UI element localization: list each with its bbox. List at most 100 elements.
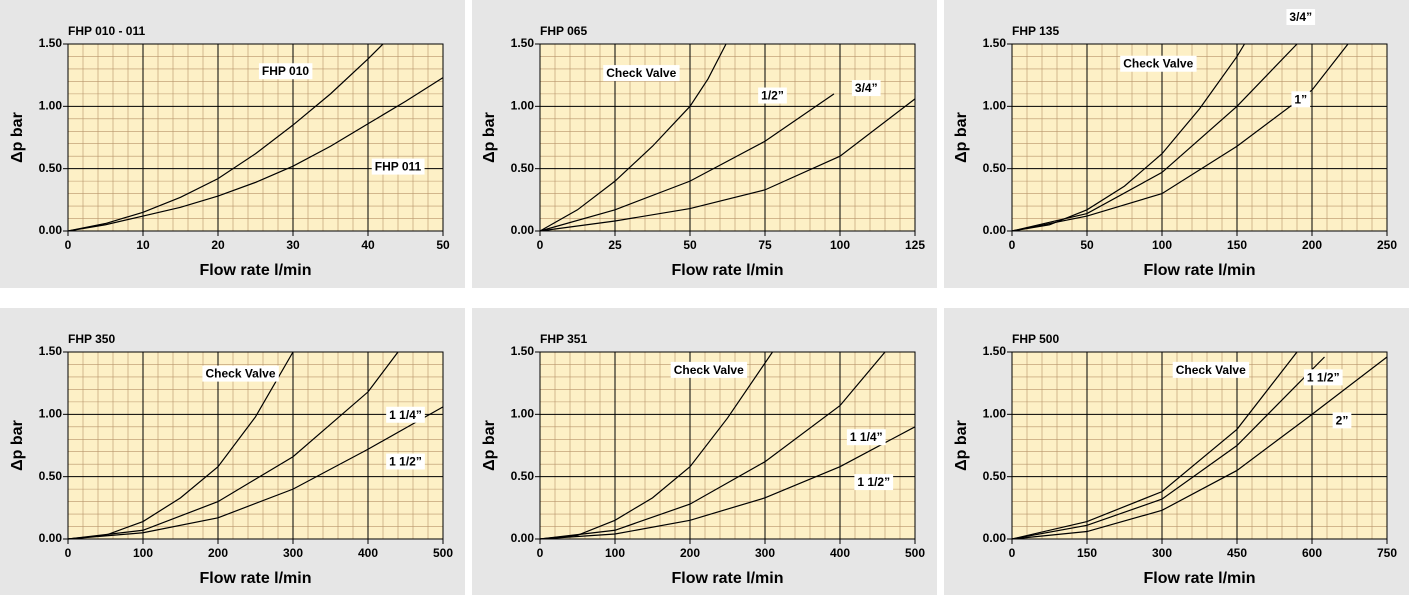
x-axis-label: Flow rate l/min xyxy=(1143,262,1255,279)
curve xyxy=(539,351,773,540)
chart-title: FHP 065 xyxy=(540,24,587,38)
y-tick-label: 1.00 xyxy=(39,407,63,421)
series-label: 2” xyxy=(1336,413,1349,427)
series-label-bg xyxy=(202,365,279,382)
chart-title: FHP 010 - 011 xyxy=(68,24,145,38)
y-tick-label: 0.00 xyxy=(983,223,1007,237)
y-tick-label: 1.50 xyxy=(983,36,1007,50)
chart-title: FHP 500 xyxy=(1012,332,1059,346)
curve xyxy=(67,351,294,540)
plot-frame xyxy=(1011,351,1388,540)
plot-frame xyxy=(67,43,444,232)
x-tick-label: 20 xyxy=(211,238,225,252)
y-tick-label: 1.00 xyxy=(511,407,535,421)
y-tick-label: 0.00 xyxy=(39,223,63,237)
y-tick-label: 0.50 xyxy=(511,161,535,175)
y-tick-label: 0.50 xyxy=(39,469,63,483)
y-tick-label: 0.00 xyxy=(39,531,63,545)
x-tick-label: 25 xyxy=(608,238,622,252)
x-tick-label: 200 xyxy=(208,546,228,560)
x-tick-label: 100 xyxy=(605,546,625,560)
y-tick-label: 1.00 xyxy=(983,407,1007,421)
x-tick-label: 100 xyxy=(1152,238,1172,252)
chart-panel: 0 150 300 450 600 750 0.00 0.50 1.00 1.50 FHP 500 F… xyxy=(944,308,1409,595)
series-label-bg xyxy=(1172,361,1250,378)
curve xyxy=(1011,351,1298,540)
chart-panel: 0 100 200 300 400 500 0.00 0.50 1.00 1.50 FHP 350 F… xyxy=(0,308,465,595)
series-label-bg xyxy=(603,65,680,82)
curve xyxy=(1011,43,1349,232)
x-tick-label: 600 xyxy=(1302,546,1322,560)
curve xyxy=(1011,356,1325,540)
x-tick-label: 500 xyxy=(905,546,925,560)
series-label-bg xyxy=(758,87,787,104)
y-tick-label: 0.00 xyxy=(511,531,535,545)
x-axis-label: Flow rate l/min xyxy=(199,262,311,279)
x-tick-label: 500 xyxy=(433,546,453,560)
curve xyxy=(539,351,886,540)
y-tick-label: 0.00 xyxy=(511,223,535,237)
x-tick-label: 50 xyxy=(1080,238,1094,252)
x-tick-label: 300 xyxy=(1152,546,1172,560)
x-axis-label: Flow rate l/min xyxy=(671,570,783,587)
curve xyxy=(539,98,916,232)
series-label-bg xyxy=(1291,91,1311,108)
y-tick-label: 0.50 xyxy=(39,161,63,175)
x-tick-label: 30 xyxy=(286,238,300,252)
x-tick-label: 0 xyxy=(1009,546,1016,560)
x-tick-label: 450 xyxy=(1227,546,1247,560)
x-tick-label: 400 xyxy=(358,546,378,560)
plot-bg xyxy=(1012,44,1387,231)
y-tick-label: 0.00 xyxy=(983,531,1007,545)
x-tick-label: 10 xyxy=(136,238,150,252)
x-tick-label: 150 xyxy=(1227,238,1247,252)
plot-bg xyxy=(68,352,443,539)
series-label: FHP 010 xyxy=(262,64,309,78)
x-tick-label: 400 xyxy=(830,546,850,560)
x-tick-label: 250 xyxy=(1377,238,1397,252)
curve xyxy=(539,93,835,232)
y-axis-label: Δp bar xyxy=(953,112,970,163)
series-label: Check Valve xyxy=(205,367,275,381)
series-label-bg xyxy=(371,158,425,175)
series-label: 3/4” xyxy=(1289,10,1312,24)
series-label: Check Valve xyxy=(674,363,744,377)
x-axis-label: Flow rate l/min xyxy=(671,262,783,279)
y-axis-label: Δp bar xyxy=(9,420,26,471)
chart-panel: 0 50 100 150 200 250 0.00 0.50 1.00 1.50 FHP 135 Fl… xyxy=(944,0,1409,288)
x-tick-label: 300 xyxy=(283,546,303,560)
plot-frame xyxy=(539,43,916,232)
series-label-bg xyxy=(846,429,886,446)
series-label: 3/4” xyxy=(855,81,878,95)
x-tick-label: 75 xyxy=(758,238,772,252)
plot-bg xyxy=(540,44,915,231)
curve xyxy=(1011,43,1298,232)
series-label: 1 1/2” xyxy=(857,475,890,489)
x-tick-label: 0 xyxy=(65,238,72,252)
series-label-bg xyxy=(670,361,748,378)
y-tick-label: 0.50 xyxy=(983,469,1007,483)
series-label-bg xyxy=(386,406,425,423)
chart-panel: 0 100 200 300 400 500 0.00 0.50 1.00 1.50 FHP 351 F… xyxy=(472,308,937,595)
x-tick-label: 300 xyxy=(755,546,775,560)
plot-frame xyxy=(1011,43,1388,232)
x-tick-label: 100 xyxy=(133,546,153,560)
series-label: 1” xyxy=(1294,92,1307,106)
series-label-bg xyxy=(1120,55,1197,72)
y-tick-label: 1.00 xyxy=(983,99,1007,113)
y-axis-label: Δp bar xyxy=(481,420,498,471)
series-label: Check Valve xyxy=(1176,363,1246,377)
x-tick-label: 0 xyxy=(537,238,544,252)
series-label: 1 1/2” xyxy=(389,455,422,469)
x-tick-label: 0 xyxy=(1009,238,1016,252)
plot-frame xyxy=(67,351,444,540)
x-tick-label: 125 xyxy=(905,238,925,252)
x-tick-label: 0 xyxy=(65,546,72,560)
plot-bg xyxy=(68,44,443,231)
x-tick-label: 100 xyxy=(830,238,850,252)
plot-bg xyxy=(540,352,915,539)
x-tick-label: 0 xyxy=(537,546,544,560)
y-tick-label: 1.50 xyxy=(983,344,1007,358)
series-label-bg xyxy=(1332,412,1352,429)
curve xyxy=(1011,356,1388,540)
